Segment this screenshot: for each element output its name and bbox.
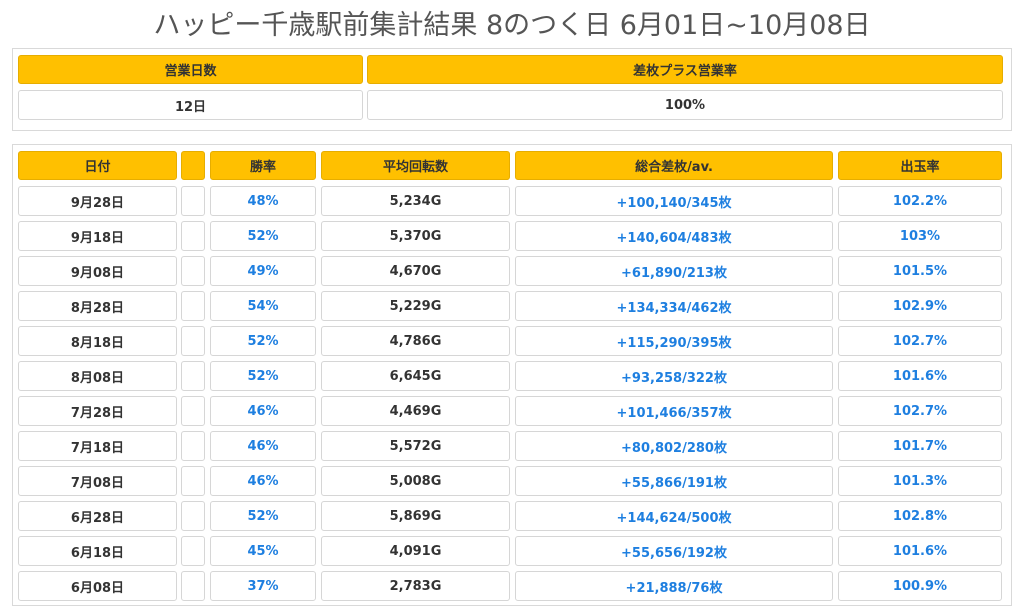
table-cell-win-rate: 48% [210, 186, 316, 216]
column-header-date: 日付 [18, 151, 177, 180]
table-cell-payout-rate: 102.8% [838, 501, 1002, 531]
column-header-blank [181, 151, 205, 180]
table-cell-total-diff: +101,466/357枚 [515, 396, 833, 426]
table-cell-blank [181, 396, 205, 426]
table-cell-blank [181, 431, 205, 461]
table-cell-avg-spins: 5,572G [321, 431, 510, 461]
table-cell-total-diff: +144,624/500枚 [515, 501, 833, 531]
table-cell-avg-spins: 4,091G [321, 536, 510, 566]
table-cell-date: 9月28日 [18, 186, 177, 216]
table-cell-blank [181, 501, 205, 531]
business-days-header: 営業日数 [18, 55, 363, 84]
table-cell-date: 6月08日 [18, 571, 177, 601]
table-cell-total-diff: +21,888/76枚 [515, 571, 833, 601]
table-cell-avg-spins: 6,645G [321, 361, 510, 391]
table-cell-date: 8月28日 [18, 291, 177, 321]
table-cell-win-rate: 52% [210, 361, 316, 391]
table-cell-win-rate: 52% [210, 326, 316, 356]
table-cell-win-rate: 49% [210, 256, 316, 286]
table-cell-blank [181, 221, 205, 251]
table-cell-payout-rate: 102.2% [838, 186, 1002, 216]
table-cell-win-rate: 54% [210, 291, 316, 321]
table-cell-payout-rate: 101.3% [838, 466, 1002, 496]
table-cell-avg-spins: 4,670G [321, 256, 510, 286]
table-cell-date: 7月28日 [18, 396, 177, 426]
table-cell-date: 9月08日 [18, 256, 177, 286]
table-cell-payout-rate: 101.6% [838, 361, 1002, 391]
table-cell-payout-rate: 101.6% [838, 536, 1002, 566]
table-cell-win-rate: 45% [210, 536, 316, 566]
table-cell-payout-rate: 102.7% [838, 326, 1002, 356]
table-cell-date: 9月18日 [18, 221, 177, 251]
table-cell-blank [181, 571, 205, 601]
table-cell-payout-rate: 101.5% [838, 256, 1002, 286]
table-cell-date: 8月08日 [18, 361, 177, 391]
table-cell-win-rate: 52% [210, 221, 316, 251]
column-header-total-diff: 総合差枚/av. [515, 151, 833, 180]
table-cell-avg-spins: 4,786G [321, 326, 510, 356]
table-cell-total-diff: +100,140/345枚 [515, 186, 833, 216]
table-cell-blank [181, 186, 205, 216]
table-cell-total-diff: +61,890/213枚 [515, 256, 833, 286]
column-header-payout-rate: 出玉率 [838, 151, 1002, 180]
table-cell-avg-spins: 4,469G [321, 396, 510, 426]
table-cell-avg-spins: 5,008G [321, 466, 510, 496]
table-cell-blank [181, 326, 205, 356]
table-cell-avg-spins: 2,783G [321, 571, 510, 601]
table-cell-win-rate: 46% [210, 396, 316, 426]
table-cell-payout-rate: 102.7% [838, 396, 1002, 426]
table-cell-win-rate: 52% [210, 501, 316, 531]
results-table: 日付 勝率 平均回転数 総合差枚/av. 出玉率 9月28日 48% 5,234G +100,1… [12, 144, 1012, 606]
plus-rate-header: 差枚プラス営業率 [367, 55, 1003, 84]
table-cell-total-diff: +140,604/483枚 [515, 221, 833, 251]
column-header-avg-spins: 平均回転数 [321, 151, 510, 180]
table-cell-avg-spins: 5,370G [321, 221, 510, 251]
table-cell-date: 8月18日 [18, 326, 177, 356]
table-cell-blank [181, 466, 205, 496]
table-cell-date: 6月28日 [18, 501, 177, 531]
table-cell-payout-rate: 101.7% [838, 431, 1002, 461]
table-cell-avg-spins: 5,234G [321, 186, 510, 216]
table-cell-total-diff: +55,866/191枚 [515, 466, 833, 496]
table-cell-total-diff: +55,656/192枚 [515, 536, 833, 566]
table-cell-total-diff: +134,334/462枚 [515, 291, 833, 321]
table-cell-blank [181, 536, 205, 566]
table-cell-total-diff: +115,290/395枚 [515, 326, 833, 356]
table-cell-payout-rate: 100.9% [838, 571, 1002, 601]
table-cell-blank [181, 291, 205, 321]
table-cell-payout-rate: 103% [838, 221, 1002, 251]
summary-panel: 営業日数 12日 差枚プラス営業率 100% [12, 48, 1012, 131]
table-cell-blank [181, 256, 205, 286]
table-cell-avg-spins: 5,229G [321, 291, 510, 321]
table-cell-payout-rate: 102.9% [838, 291, 1002, 321]
table-cell-date: 6月18日 [18, 536, 177, 566]
table-cell-avg-spins: 5,869G [321, 501, 510, 531]
table-cell-win-rate: 46% [210, 431, 316, 461]
plus-rate-value: 100% [367, 90, 1003, 120]
table-cell-date: 7月08日 [18, 466, 177, 496]
page-title: ハッピー千歳駅前集計結果 8のつく日 6月01日~10月08日 [153, 10, 871, 41]
column-header-win-rate: 勝率 [210, 151, 316, 180]
business-days-value: 12日 [18, 90, 363, 120]
table-cell-total-diff: +93,258/322枚 [515, 361, 833, 391]
table-cell-win-rate: 37% [210, 571, 316, 601]
table-cell-blank [181, 361, 205, 391]
table-cell-win-rate: 46% [210, 466, 316, 496]
table-cell-date: 7月18日 [18, 431, 177, 461]
table-cell-total-diff: +80,802/280枚 [515, 431, 833, 461]
